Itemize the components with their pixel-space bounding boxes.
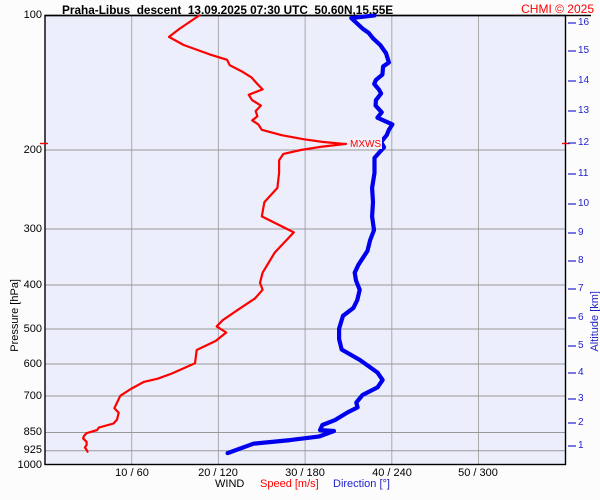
svg-text:MXWS: MXWS <box>350 139 381 150</box>
